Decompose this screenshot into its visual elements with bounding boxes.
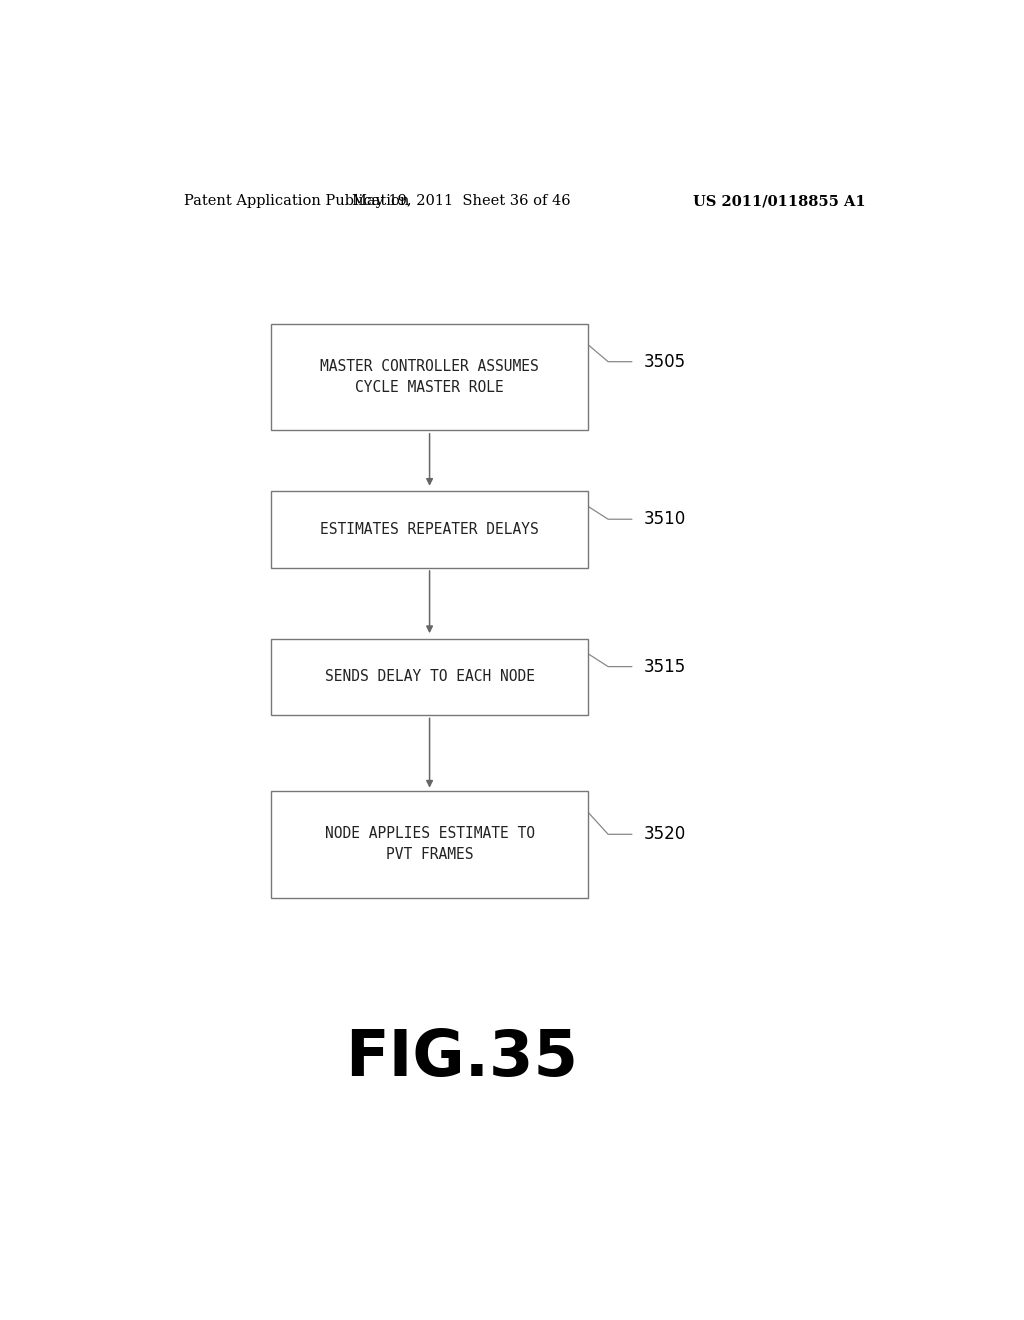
- Text: US 2011/0118855 A1: US 2011/0118855 A1: [693, 194, 866, 209]
- Bar: [270, 791, 588, 898]
- Text: ESTIMATES REPEATER DELAYS: ESTIMATES REPEATER DELAYS: [321, 521, 539, 537]
- Bar: [270, 639, 588, 715]
- Text: Patent Application Publication: Patent Application Publication: [183, 194, 409, 209]
- Text: SENDS DELAY TO EACH NODE: SENDS DELAY TO EACH NODE: [325, 669, 535, 684]
- Text: 3505: 3505: [644, 352, 686, 371]
- Text: 3520: 3520: [644, 825, 686, 843]
- Bar: [270, 491, 588, 568]
- Text: 3515: 3515: [644, 657, 686, 676]
- Text: MASTER CONTROLLER ASSUMES
CYCLE MASTER ROLE: MASTER CONTROLLER ASSUMES CYCLE MASTER R…: [321, 359, 539, 395]
- Bar: [270, 323, 588, 430]
- Text: May 19, 2011  Sheet 36 of 46: May 19, 2011 Sheet 36 of 46: [352, 194, 570, 209]
- Text: FIG.35: FIG.35: [345, 1027, 578, 1089]
- Text: NODE APPLIES ESTIMATE TO
PVT FRAMES: NODE APPLIES ESTIMATE TO PVT FRAMES: [325, 826, 535, 862]
- Text: 3510: 3510: [644, 511, 686, 528]
